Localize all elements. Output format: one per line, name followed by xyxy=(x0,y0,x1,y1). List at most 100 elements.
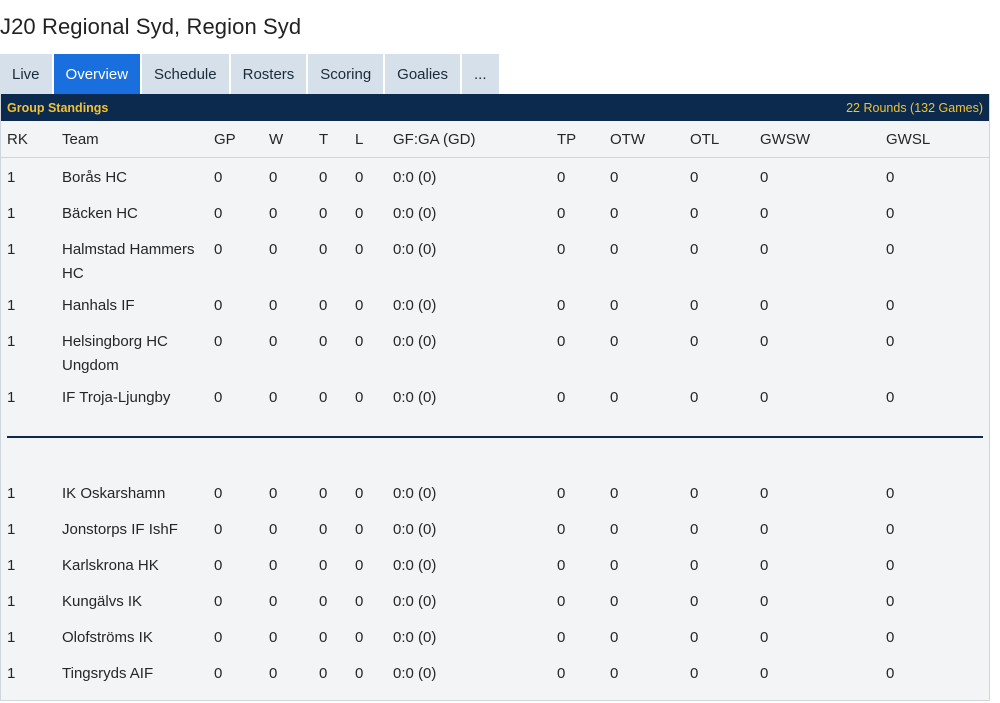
cell-tp: 0 xyxy=(557,205,566,222)
column-header-gfga[interactable]: GF:GA (GD) xyxy=(387,121,551,158)
team-name-link[interactable]: Karlskrona HK xyxy=(62,557,159,574)
cell-rk: 1 xyxy=(7,485,16,502)
cell-w: 0 xyxy=(269,169,278,186)
cell-rk: 1 xyxy=(7,389,16,406)
cell-gwsl: 0 xyxy=(886,665,895,682)
tab-overview[interactable]: Overview xyxy=(53,54,141,94)
cell-w: 0 xyxy=(269,521,278,538)
cell-gfga: 0:0 (0) xyxy=(393,485,437,502)
cell-gfga: 0:0 (0) xyxy=(393,389,437,406)
cell-t: 0 xyxy=(319,593,328,610)
cell-w: 0 xyxy=(269,629,278,646)
cell-t: 0 xyxy=(319,297,328,314)
cell-gwsl: 0 xyxy=(886,629,895,646)
cell-rk: 1 xyxy=(7,333,16,350)
cell-l: 0 xyxy=(355,205,364,222)
team-name-link[interactable]: Tingsryds AIF xyxy=(62,665,154,682)
separator-line xyxy=(7,436,983,438)
cell-gfga: 0:0 (0) xyxy=(393,241,437,258)
column-header-otw[interactable]: OTW xyxy=(604,121,684,158)
column-header-gwsl[interactable]: GWSL xyxy=(880,121,989,158)
column-header-t[interactable]: T xyxy=(313,121,349,158)
cell-tp: 0 xyxy=(557,593,566,610)
cell-tp: 0 xyxy=(557,241,566,258)
cell-tp: 0 xyxy=(557,485,566,502)
cell-t: 0 xyxy=(319,241,328,258)
cell-otl: 0 xyxy=(690,205,699,222)
page-title: J20 Regional Syd, Region Syd xyxy=(0,14,302,39)
tab-live[interactable]: Live xyxy=(0,54,52,94)
team-name-link[interactable]: Bäcken HC xyxy=(62,205,138,222)
column-header-gp[interactable]: GP xyxy=(208,121,263,158)
cell-gwsw: 0 xyxy=(760,389,769,406)
cell-rk: 1 xyxy=(7,241,16,258)
column-header-team[interactable]: Team xyxy=(56,121,208,158)
table-row: 1 Halmstad Hammers HC 0 0 0 0 0:0 (0) 0 0 0 0 0 xyxy=(1,230,989,286)
cell-t: 0 xyxy=(319,521,328,538)
cell-gwsw: 0 xyxy=(760,485,769,502)
team-name-link[interactable]: Helsingborg HC Ungdom xyxy=(62,333,168,374)
tab-goalies[interactable]: Goalies xyxy=(385,54,461,94)
column-header-otl[interactable]: OTL xyxy=(684,121,754,158)
column-header-gwsw[interactable]: GWSW xyxy=(754,121,880,158)
cell-gfga: 0:0 (0) xyxy=(393,521,437,538)
cell-tp: 0 xyxy=(557,297,566,314)
tab-schedule[interactable]: Schedule xyxy=(142,54,229,94)
cell-otl: 0 xyxy=(690,557,699,574)
tab-scoring[interactable]: Scoring xyxy=(308,54,384,94)
tab-more[interactable]: ... xyxy=(462,54,499,94)
column-header-tp[interactable]: TP xyxy=(551,121,604,158)
standings-panel: Group Standings 22 Rounds (132 Games) RK… xyxy=(0,94,990,701)
table-row: 1 Borås HC 0 0 0 0 0:0 (0) 0 0 0 0 0 xyxy=(1,158,989,195)
team-name-link[interactable]: Halmstad Hammers HC xyxy=(62,241,195,282)
column-header-rk[interactable]: RK xyxy=(1,121,56,158)
team-name-link[interactable]: Kungälvs IK xyxy=(62,593,143,610)
cell-gfga: 0:0 (0) xyxy=(393,629,437,646)
cell-gfga: 0:0 (0) xyxy=(393,169,437,186)
cell-rk: 1 xyxy=(7,665,16,682)
column-header-w[interactable]: W xyxy=(263,121,313,158)
team-name-link[interactable]: Jonstorps IF IshF xyxy=(62,521,178,538)
tab-rosters[interactable]: Rosters xyxy=(230,54,307,94)
cell-gwsw: 0 xyxy=(760,557,769,574)
cell-l: 0 xyxy=(355,241,364,258)
cell-t: 0 xyxy=(319,665,328,682)
cell-w: 0 xyxy=(269,241,278,258)
table-row: 1 Tingsryds AIF 0 0 0 0 0:0 (0) 0 0 0 0 0 xyxy=(1,654,989,690)
cell-otw: 0 xyxy=(610,485,619,502)
table-row: 1 Helsingborg HC Ungdom 0 0 0 0 0:0 (0) 0 0 0 0 0 xyxy=(1,322,989,378)
cell-gfga: 0:0 (0) xyxy=(393,557,437,574)
cell-gwsw: 0 xyxy=(760,665,769,682)
cell-otl: 0 xyxy=(690,593,699,610)
cell-gp: 0 xyxy=(214,389,223,406)
cell-gwsl: 0 xyxy=(886,205,895,222)
cell-gp: 0 xyxy=(214,629,223,646)
table-row: 1 IF Troja-Ljungby 0 0 0 0 0:0 (0) 0 0 0 0 0 xyxy=(1,378,989,414)
cell-l: 0 xyxy=(355,593,364,610)
cell-tp: 0 xyxy=(557,557,566,574)
cell-w: 0 xyxy=(269,485,278,502)
team-name-link[interactable]: IK Oskarshamn xyxy=(62,485,166,502)
column-header-l[interactable]: L xyxy=(349,121,387,158)
cell-gwsw: 0 xyxy=(760,593,769,610)
team-name-link[interactable]: IF Troja-Ljungby xyxy=(62,389,171,406)
cell-gwsw: 0 xyxy=(760,241,769,258)
cell-gwsl: 0 xyxy=(886,557,895,574)
cell-gfga: 0:0 (0) xyxy=(393,333,437,350)
cell-otw: 0 xyxy=(610,389,619,406)
cell-l: 0 xyxy=(355,389,364,406)
cell-rk: 1 xyxy=(7,205,16,222)
cell-gwsw: 0 xyxy=(760,521,769,538)
cell-rk: 1 xyxy=(7,557,16,574)
cell-w: 0 xyxy=(269,665,278,682)
team-name-link[interactable]: Hanhals IF xyxy=(62,297,135,314)
cell-w: 0 xyxy=(269,297,278,314)
cell-otl: 0 xyxy=(690,333,699,350)
cell-tp: 0 xyxy=(557,629,566,646)
cell-t: 0 xyxy=(319,169,328,186)
team-name-link[interactable]: Borås HC xyxy=(62,169,128,186)
team-name-link[interactable]: Olofströms IK xyxy=(62,629,153,646)
cell-gwsw: 0 xyxy=(760,169,769,186)
cell-gwsl: 0 xyxy=(886,241,895,258)
cell-t: 0 xyxy=(319,629,328,646)
